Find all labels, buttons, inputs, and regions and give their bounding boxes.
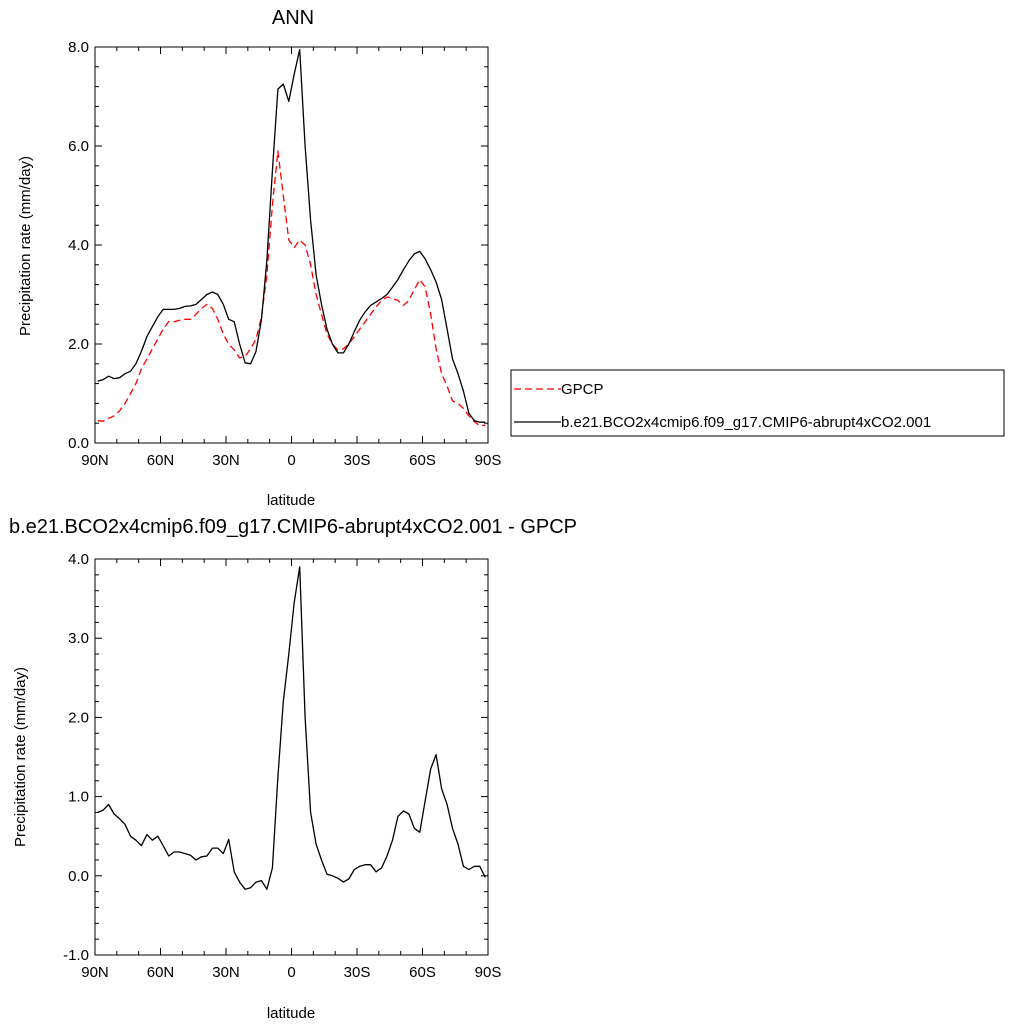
bottom-x-tick-label: 30N [212,964,240,981]
top-chart-xlabel: latitude [267,492,315,509]
bottom-y-tick-label: 0.0 [68,868,89,885]
bottom-plot-frame [94,558,489,956]
bottom-y-tick-label: -1.0 [63,947,89,964]
top-chart-title: ANN [272,7,314,29]
top-x-tick-label: 90N [81,452,109,469]
legend: GPCP b.e21.BCO2x4cmip6.f09_g17.CMIP6-abr… [510,369,1005,437]
bottom-chart: b.e21.BCO2x4cmip6.f09_g17.CMIP6-abrupt4x… [9,516,577,1022]
top-y-tick-label: 4.0 [68,237,89,254]
top-x-tick-label: 60N [147,452,175,469]
top-series-line-1 [97,48,486,423]
bottom-y-tick-label: 4.0 [68,551,89,568]
bottom-x-tick-label: 60S [409,964,436,981]
bottom-x-tick-label: 60N [147,964,175,981]
bottom-x-tick-label: 0 [287,964,295,981]
bottom-chart-xlabel: latitude [267,1005,315,1022]
bottom-chart-title: b.e21.BCO2x4cmip6.f09_g17.CMIP6-abrupt4x… [9,516,577,538]
top-x-tick-label: 90S [475,452,502,469]
top-y-tick-label: 6.0 [68,138,89,155]
legend-label-gpcp: GPCP [561,381,604,398]
bottom-chart-ylabel: Precipitation rate (mm/day) [12,667,29,847]
top-plot-frame [94,46,489,444]
bottom-y-tick-label: 3.0 [68,630,89,647]
bottom-chart-plot-area: 90N 60N 30N 0 30S 60S 90S -1.0 0.0 1.0 2.0 3.0 4.0 [63,551,501,981]
top-x-tick-label: 60S [409,452,436,469]
legend-box [510,369,1005,437]
top-y-tick-label: 2.0 [68,336,89,353]
top-x-tick-label: 30S [344,452,371,469]
bottom-y-tick-label: 2.0 [68,709,89,726]
top-x-tick-label: 0 [287,452,295,469]
top-chart: ANN Precipitation rate (mm/day) latitude… [17,7,501,509]
bottom-x-tick-label: 90N [81,964,109,981]
top-y-tick-label: 8.0 [68,39,89,56]
legend-label-model: b.e21.BCO2x4cmip6.f09_g17.CMIP6-abrupt4x… [561,414,931,431]
bottom-y-tick-label: 1.0 [68,789,89,806]
top-series-line-0 [97,150,486,427]
bottom-x-tick-label: 30S [344,964,371,981]
top-chart-plot-area: 90N 60N 30N 0 30S 60S 90S 0.0 2.0 4.0 6.0 8.0 [68,39,501,469]
top-x-tick-label: 30N [212,452,240,469]
top-chart-ylabel: Precipitation rate (mm/day) [17,156,34,336]
top-y-tick-label: 0.0 [68,435,89,452]
bottom-series-line-0 [97,566,486,890]
bottom-x-tick-label: 90S [475,964,502,981]
